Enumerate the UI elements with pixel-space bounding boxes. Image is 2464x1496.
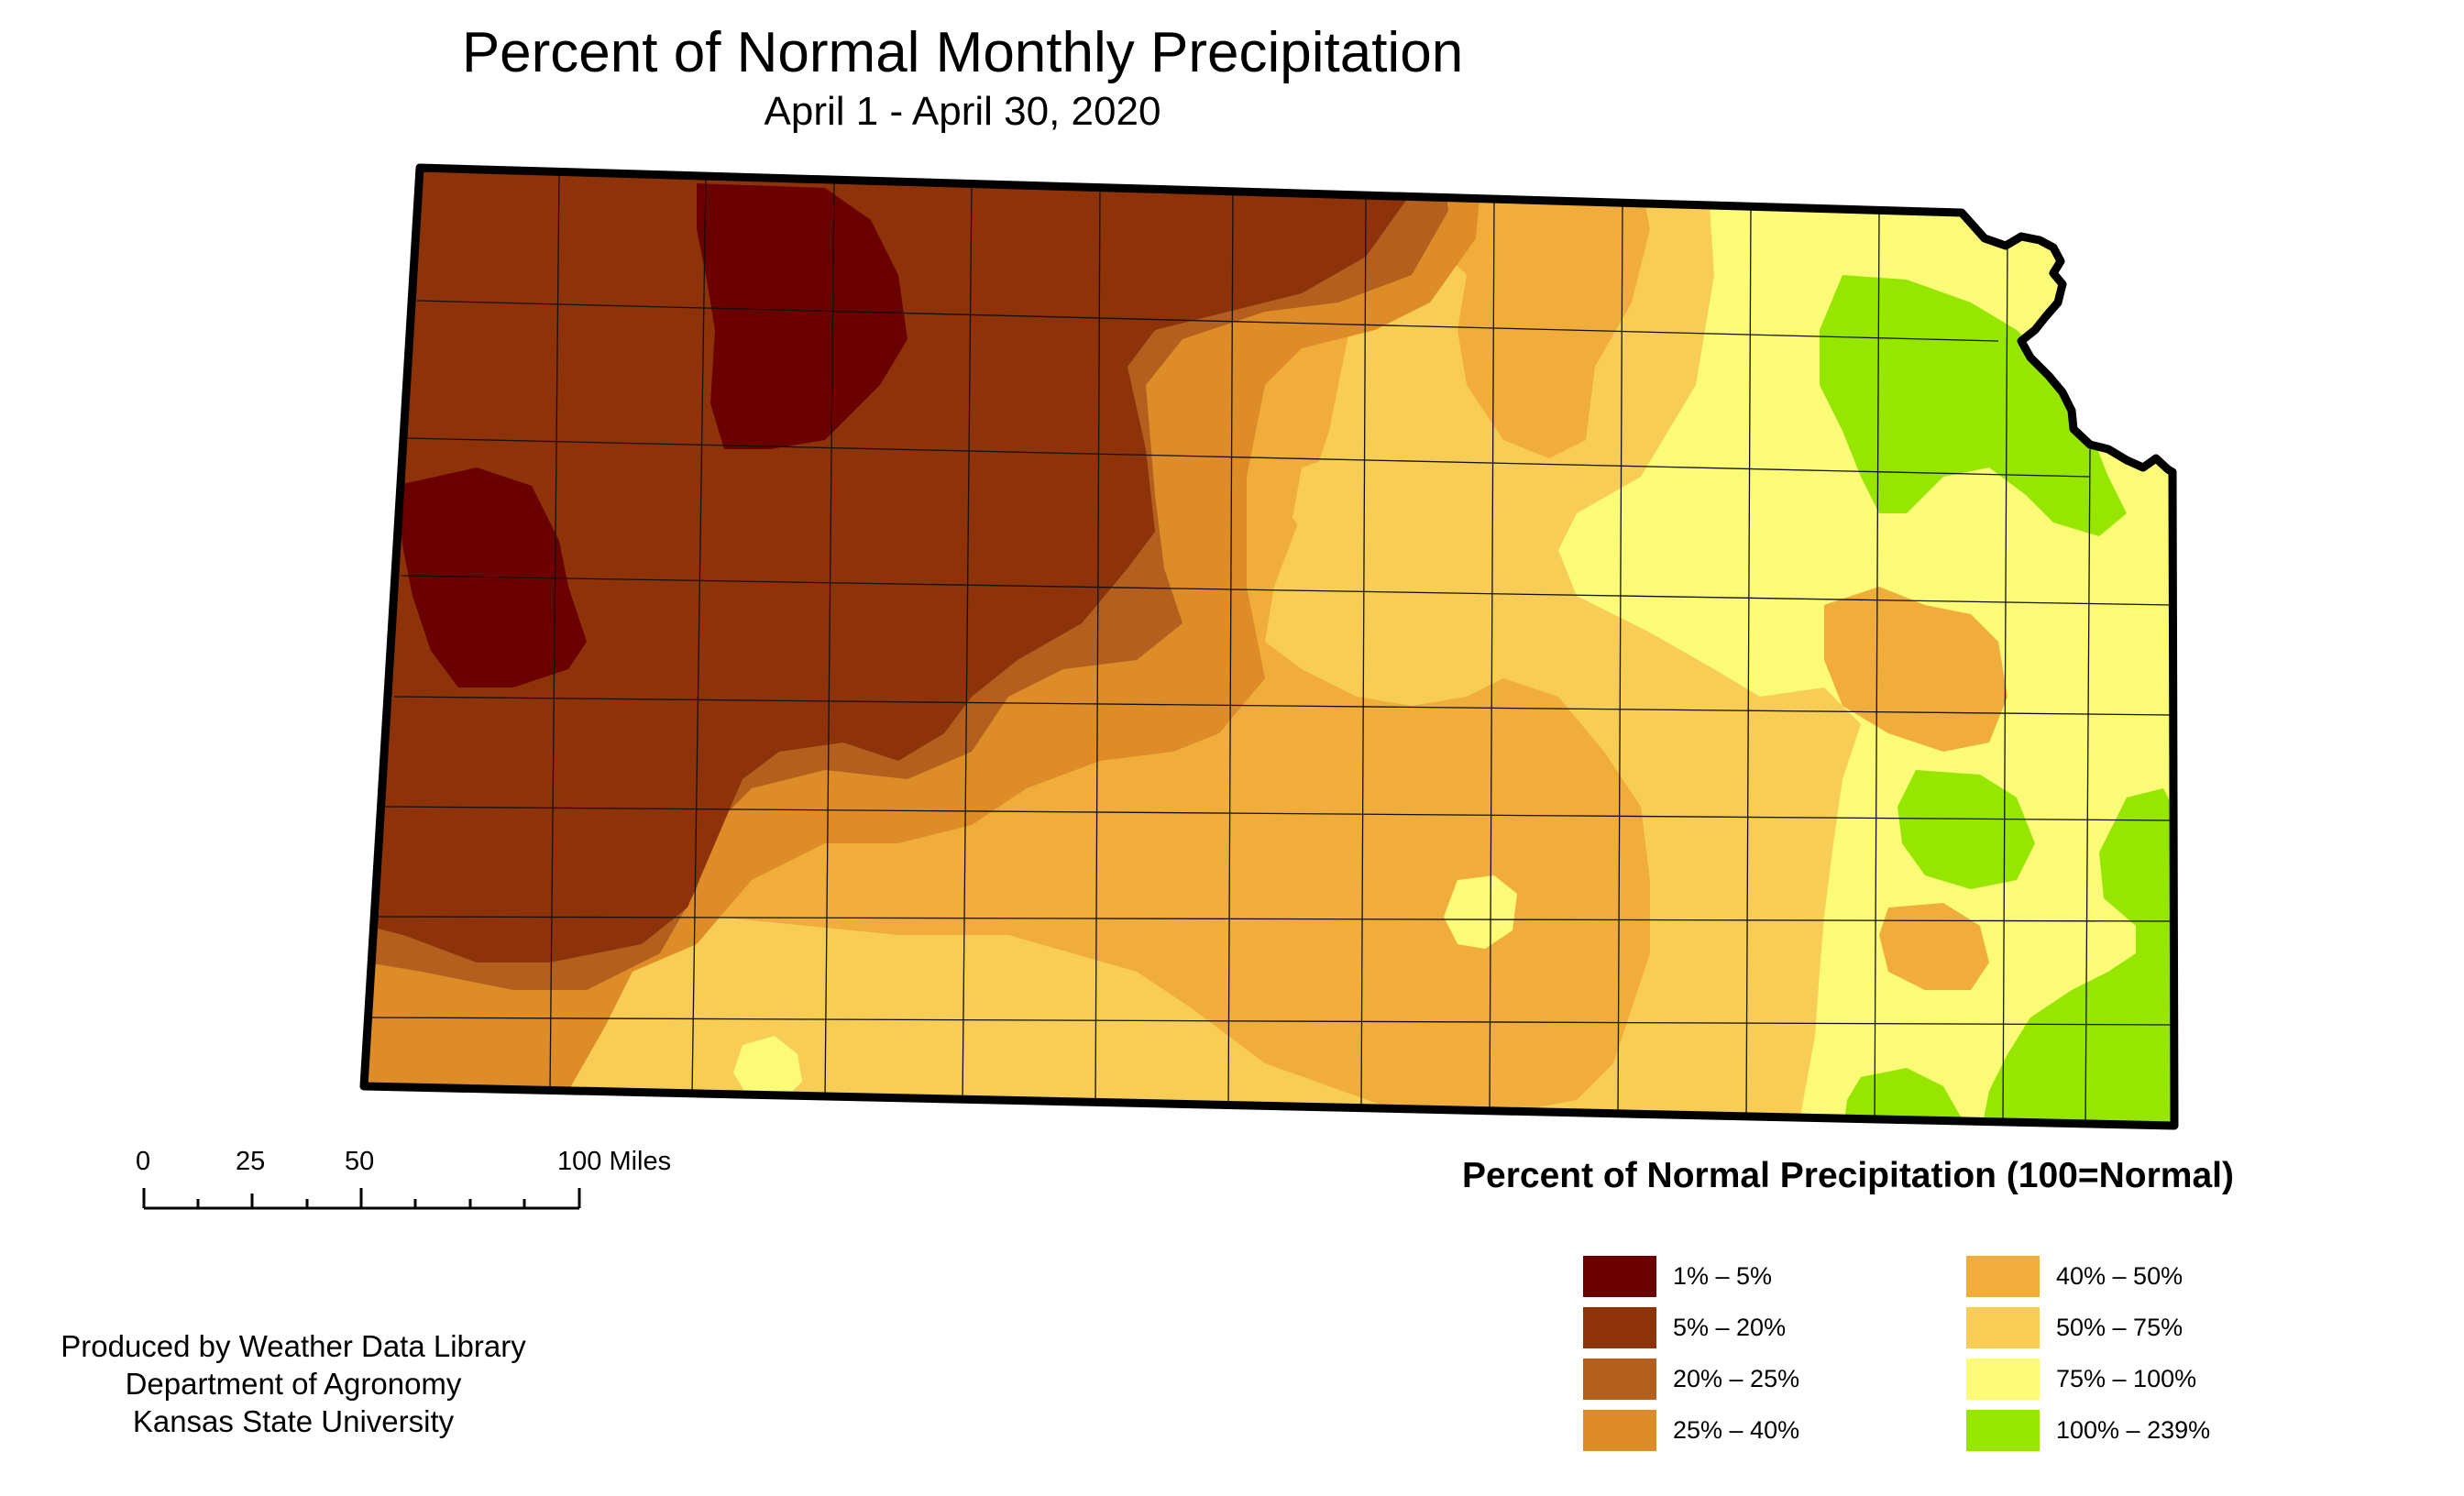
legend-item-25-40: 25% – 40% — [1583, 1410, 1799, 1451]
zone-1-5-north — [697, 183, 908, 449]
credits-line-1: Produced by Weather Data Library — [60, 1329, 526, 1363]
zone-75-100-sc — [1444, 875, 1517, 949]
scale-label-50: 50 — [345, 1147, 375, 1176]
legend-swatch — [1966, 1358, 2040, 1400]
legend-swatch — [1966, 1307, 2040, 1348]
credits-line-2: Department of Agronomy — [125, 1367, 462, 1401]
legend-swatch — [1966, 1256, 2040, 1297]
zone-100-239-ne — [1820, 275, 2127, 536]
zone-75-100-sw — [733, 1036, 802, 1100]
precipitation-zones — [364, 168, 2174, 1126]
zone-50-75-island — [1292, 458, 1357, 541]
zone-100-239-se — [1980, 917, 2174, 1126]
legend-item-1-5: 1% – 5% — [1583, 1256, 1772, 1297]
credits-line-3: Kansas State University — [132, 1404, 455, 1438]
legend-swatch — [1583, 1307, 1656, 1348]
zone-40-50-east — [1824, 587, 2008, 752]
legend-item-40-50: 40% – 50% — [1966, 1256, 2183, 1297]
legend-swatch — [1583, 1410, 1656, 1451]
legend-item-5-20: 5% – 20% — [1583, 1307, 1786, 1348]
credits: Produced by Weather Data Library Departm… — [50, 1327, 536, 1440]
zone-5-20 — [364, 168, 1412, 962]
legend-label: 40% – 50% — [2056, 1262, 2184, 1290]
legend-label: 20% – 25% — [1673, 1365, 1800, 1392]
kansas-state-outline — [359, 163, 2179, 1130]
legend-label: 5% – 20% — [1673, 1314, 1787, 1341]
zone-100-239-east — [1898, 770, 2035, 889]
county-boundaries — [370, 169, 2173, 1126]
legend-label: 1% – 5% — [1673, 1262, 1773, 1290]
legend-swatch — [1583, 1256, 1656, 1297]
legend-title: Percent of Normal Precipitation (100=Nor… — [1462, 1156, 2234, 1195]
legend-item-100-239: 100% – 239% — [1966, 1410, 2210, 1451]
legend-label: 100% – 239% — [2056, 1416, 2211, 1444]
legend-item-20-25: 20% – 25% — [1583, 1358, 1799, 1400]
legend-label: 50% – 75% — [2056, 1314, 2184, 1341]
scale-bar — [142, 1188, 581, 1210]
map-title: Percent of Normal Monthly Precipitation — [461, 21, 1464, 84]
legend-label: 25% – 40% — [1673, 1416, 1800, 1444]
legend-item-75-100: 75% – 100% — [1966, 1358, 2196, 1400]
legend-swatch — [1583, 1358, 1656, 1400]
zone-40-50-se — [1879, 903, 1989, 990]
map-subtitle: April 1 - April 30, 2020 — [764, 89, 1161, 134]
legend-swatch — [1966, 1410, 2040, 1451]
legend-label: 75% – 100% — [2056, 1365, 2197, 1392]
scale-label-0: 0 — [136, 1147, 151, 1176]
zone-100-239-east-edge — [2099, 788, 2174, 926]
scale-label-25: 25 — [236, 1147, 266, 1176]
scale-label-100-miles: 100 Miles — [557, 1147, 672, 1176]
legend-item-50-75: 50% – 75% — [1966, 1307, 2183, 1348]
